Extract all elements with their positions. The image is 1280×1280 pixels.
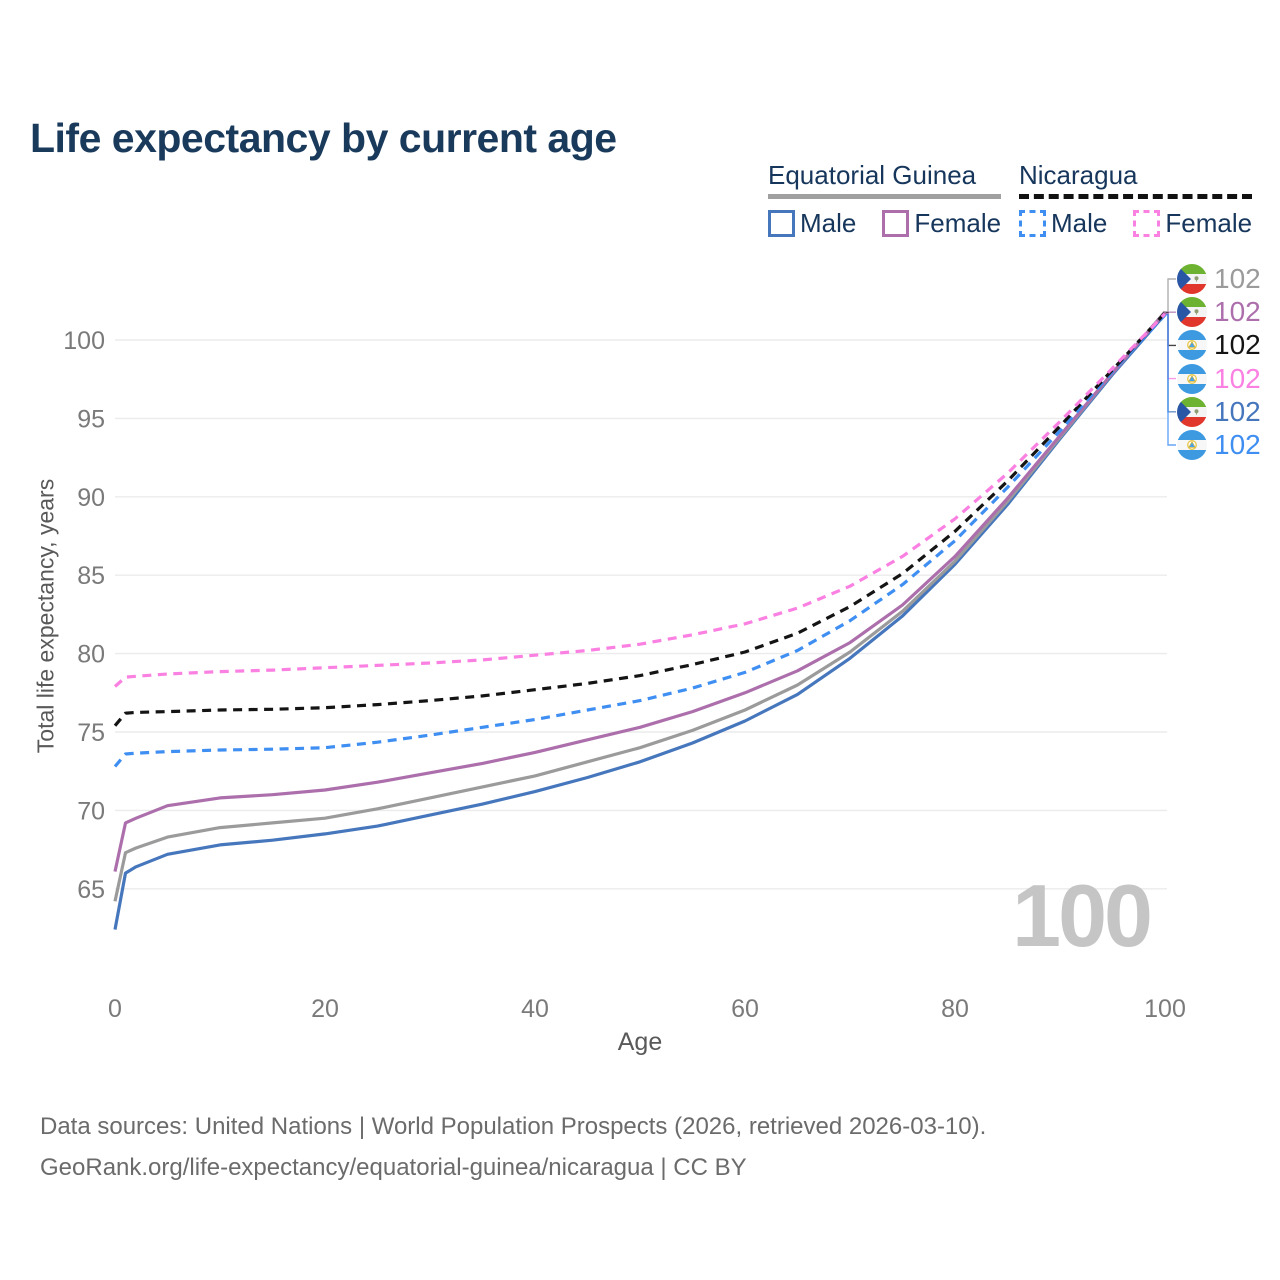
footer: Data sources: United Nations | World Pop… (40, 1106, 986, 1188)
legend-swatch-dashed-blue (1019, 210, 1046, 237)
footer-data-sources: Data sources: United Nations | World Pop… (40, 1113, 987, 1140)
y-tick-label-70: 70 (77, 797, 105, 825)
legend-item-ni-male[interactable]: Male (1019, 208, 1107, 239)
legend-line-style-solid (768, 194, 1002, 199)
y-tick-label-85: 85 (77, 562, 105, 590)
legend-item-label: Male (800, 208, 857, 238)
x-tick-label-80: 80 (941, 995, 969, 1023)
y-tick-label-90: 90 (77, 484, 105, 512)
legend-item-eg-male[interactable]: Male (768, 208, 856, 239)
page-title: Life expectancy by current age (30, 115, 617, 162)
leader-line-ni-3 (1164, 313, 1176, 380)
y-tick-label-100: 100 (63, 327, 105, 355)
legend-line-style-dashed (1019, 194, 1253, 199)
series-line-Nicaragua — Male (113, 313, 1167, 768)
age-frame-watermark: 100 (1012, 866, 1150, 965)
x-tick-label-40: 40 (521, 995, 549, 1023)
legend-group-nicaragua: Nicaragua Male Female (1019, 160, 1253, 239)
legend-group-equatorial-guinea: Equatorial Guinea Male Female (768, 160, 1002, 239)
x-tick-label-60: 60 (731, 995, 759, 1023)
leader-line-gq-0 (1164, 278, 1176, 313)
legend-item-label: Female (914, 208, 1002, 238)
legend-item-label: Female (1165, 208, 1253, 238)
x-tick-label-0: 0 (108, 995, 122, 1023)
legend-swatch-solid-blue (768, 210, 795, 237)
y-tick-label-80: 80 (77, 641, 105, 669)
series-line-Equatorial Guinea — Male (113, 313, 1167, 930)
series-line-Nicaragua — Total (113, 311, 1167, 727)
y-tick-label-95: 95 (77, 405, 105, 433)
leader-line-ni-5 (1164, 314, 1176, 446)
legend-item-ni-female[interactable]: Female (1133, 208, 1252, 239)
legend-item-eg-female[interactable]: Female (882, 208, 1001, 239)
leader-line-gq-4 (1164, 313, 1176, 413)
x-tick-label-100: 100 (1144, 995, 1186, 1023)
series-line-Equatorial Guinea — Total (113, 310, 1167, 902)
legend-country-label: Nicaragua (1019, 160, 1138, 190)
legend-swatch-dashed-pink (1133, 210, 1161, 237)
y-tick-label-65: 65 (77, 876, 105, 904)
legend-swatch-solid-purple (882, 210, 910, 237)
series-line-Equatorial Guinea — Female (113, 311, 1167, 872)
legend-item-label: Male (1051, 208, 1108, 238)
x-tick-label-20: 20 (311, 995, 339, 1023)
y-tick-label-75: 75 (77, 719, 105, 747)
footer-attribution: GeoRank.org/life-expectancy/equatorial-g… (40, 1154, 747, 1181)
legend-country-label: Equatorial Guinea (768, 160, 977, 190)
x-axis-title: Age (617, 1028, 663, 1056)
